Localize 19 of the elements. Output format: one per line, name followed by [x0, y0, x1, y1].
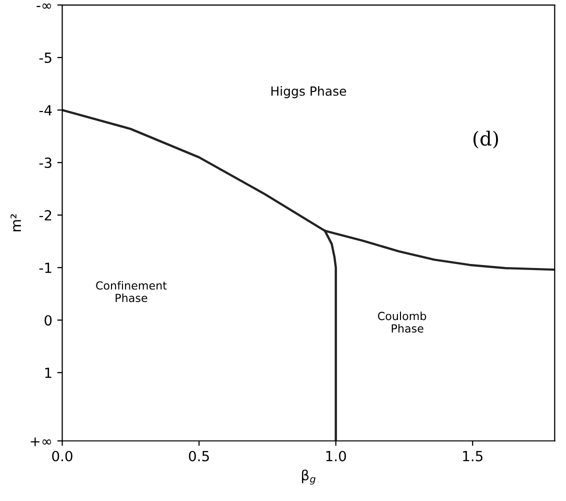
annotation: Confinement Phase [96, 281, 167, 302]
x-tick-label: 1.0 [326, 450, 346, 462]
annotation: (d) [473, 130, 498, 149]
y-tick-label: -5 [39, 52, 52, 63]
y-tick-label: 0 [44, 315, 52, 326]
y-tick-label: -2 [39, 210, 52, 220]
y-tick-label: -1 [39, 262, 52, 273]
x-tick-label: 0.0 [52, 450, 72, 462]
y-axis-title: m² [10, 214, 21, 232]
y-tick-label: -3 [39, 158, 52, 168]
annotation: Higgs Phase [271, 86, 346, 98]
y-tick-label: 1 [45, 368, 52, 378]
x-tick-label: 1.5 [463, 451, 482, 462]
y-tick-label: -4 [39, 105, 52, 116]
y-tick-label: +∞ [30, 437, 52, 446]
x-tick-label: 0.5 [188, 450, 209, 462]
annotation: Coulomb Phase [378, 312, 426, 333]
x-axis-title: β$_{g}$ [302, 470, 316, 485]
y-tick-label: -∞ [36, 4, 52, 9]
